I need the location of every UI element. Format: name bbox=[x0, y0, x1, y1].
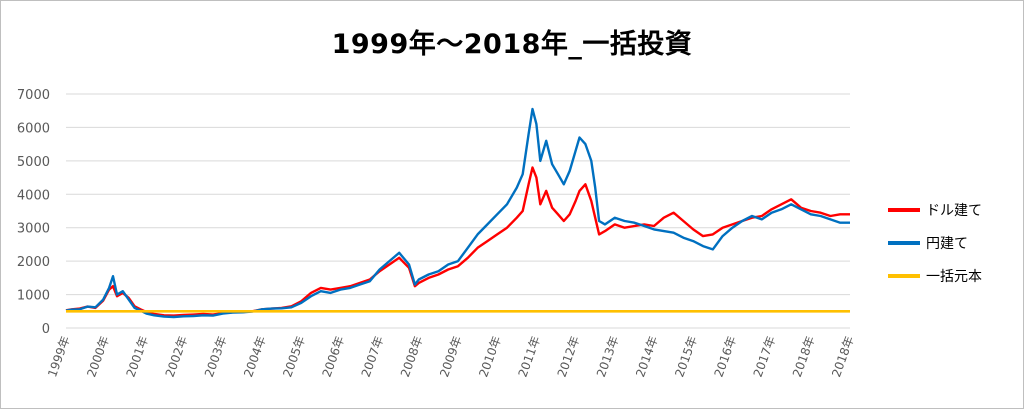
series-line-dollar bbox=[65, 166, 850, 317]
x-tick-label: 2005年 bbox=[280, 334, 308, 379]
legend-label: 円建て bbox=[926, 235, 968, 252]
x-tick-label: 2015年 bbox=[672, 334, 700, 379]
x-tick-label: 2003年 bbox=[202, 334, 230, 379]
chart-title: 1999年～2018年_一括投資 bbox=[331, 29, 693, 60]
y-tick-label: 4000 bbox=[17, 188, 50, 203]
legend-item: 円建て bbox=[888, 226, 982, 259]
legend-label: 一括元本 bbox=[926, 268, 982, 285]
chart-legend: ドル建て円建て一括元本 bbox=[888, 193, 982, 292]
y-tick-label: 3000 bbox=[17, 222, 50, 237]
x-tick-label: 2014年 bbox=[633, 334, 661, 379]
x-tick-label: 2002年 bbox=[163, 334, 191, 379]
x-tick-label: 2009年 bbox=[437, 334, 465, 379]
x-tick-label: 2006年 bbox=[320, 334, 348, 379]
legend-swatch bbox=[888, 207, 920, 212]
series-line-yen bbox=[65, 107, 850, 319]
x-tick-label: 1999年 bbox=[45, 334, 73, 379]
x-tick-label: 2010年 bbox=[476, 334, 504, 379]
x-tick-label: 2018年 bbox=[829, 334, 857, 379]
x-tick-label: 2000年 bbox=[84, 334, 112, 379]
x-tick-label: 2007年 bbox=[359, 334, 387, 379]
x-tick-label: 2018年 bbox=[790, 334, 818, 379]
x-tick-label: 2008年 bbox=[398, 334, 426, 379]
legend-label: ドル建て bbox=[926, 202, 982, 219]
y-tick-label: 7000 bbox=[17, 88, 50, 103]
legend-swatch bbox=[888, 240, 920, 245]
legend-item: ドル建て bbox=[888, 193, 982, 226]
legend-swatch bbox=[888, 273, 920, 278]
x-tick-label: 2012年 bbox=[555, 334, 583, 379]
x-tick-label: 2017年 bbox=[751, 334, 779, 379]
legend-item: 一括元本 bbox=[888, 259, 982, 292]
x-tick-label: 2001年 bbox=[124, 334, 152, 379]
x-tick-label: 2016年 bbox=[712, 334, 740, 379]
y-tick-label: 5000 bbox=[17, 155, 50, 170]
x-tick-label: 2004年 bbox=[241, 334, 269, 379]
y-tick-label: 6000 bbox=[17, 121, 50, 136]
x-tick-label: 2011年 bbox=[516, 334, 544, 379]
y-tick-label: 0 bbox=[42, 322, 50, 337]
x-tick-label: 2013年 bbox=[594, 334, 622, 379]
y-tick-label: 2000 bbox=[17, 255, 50, 270]
y-tick-label: 1000 bbox=[17, 289, 50, 304]
